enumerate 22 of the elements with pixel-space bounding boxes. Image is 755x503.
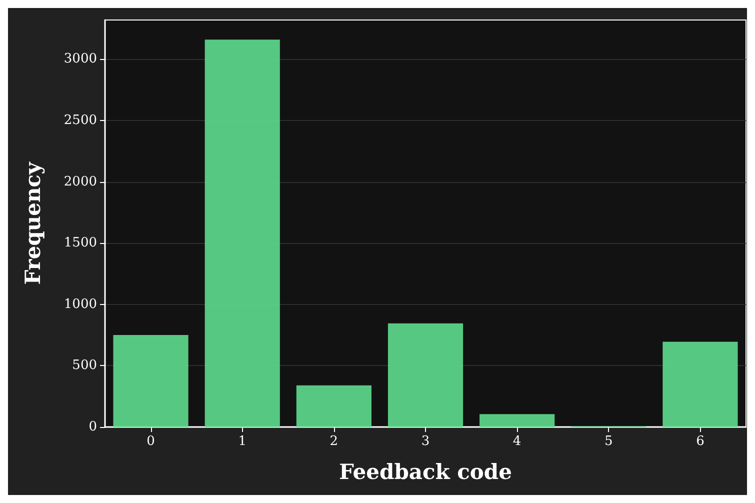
x-tick-label: 2 (330, 434, 338, 449)
y-tick-label: 3000 (64, 52, 97, 67)
y-tick-label: 1500 (64, 236, 97, 251)
bar (204, 40, 280, 427)
y-tick-label: 0 (88, 420, 97, 434)
bar (113, 335, 188, 427)
bar (662, 342, 738, 427)
x-tick-label: 4 (512, 434, 522, 449)
x-tick-label: 3 (421, 434, 430, 449)
y-tick-label: 500 (72, 358, 97, 374)
x-tick-label: 6 (696, 434, 704, 449)
x-tick-label: 0 (146, 434, 155, 449)
y-tick-label: 2500 (64, 113, 97, 128)
y-axis-title: Frequency (20, 161, 45, 285)
x-axis-title: Feedback code (339, 459, 512, 484)
bar (480, 414, 555, 427)
y-tick-label: 1000 (64, 296, 97, 312)
bar (388, 323, 464, 427)
x-tick-label: 5 (604, 434, 613, 449)
x-tick-label: 1 (238, 434, 246, 449)
bar (296, 385, 372, 427)
y-tick-label: 2000 (64, 174, 97, 190)
